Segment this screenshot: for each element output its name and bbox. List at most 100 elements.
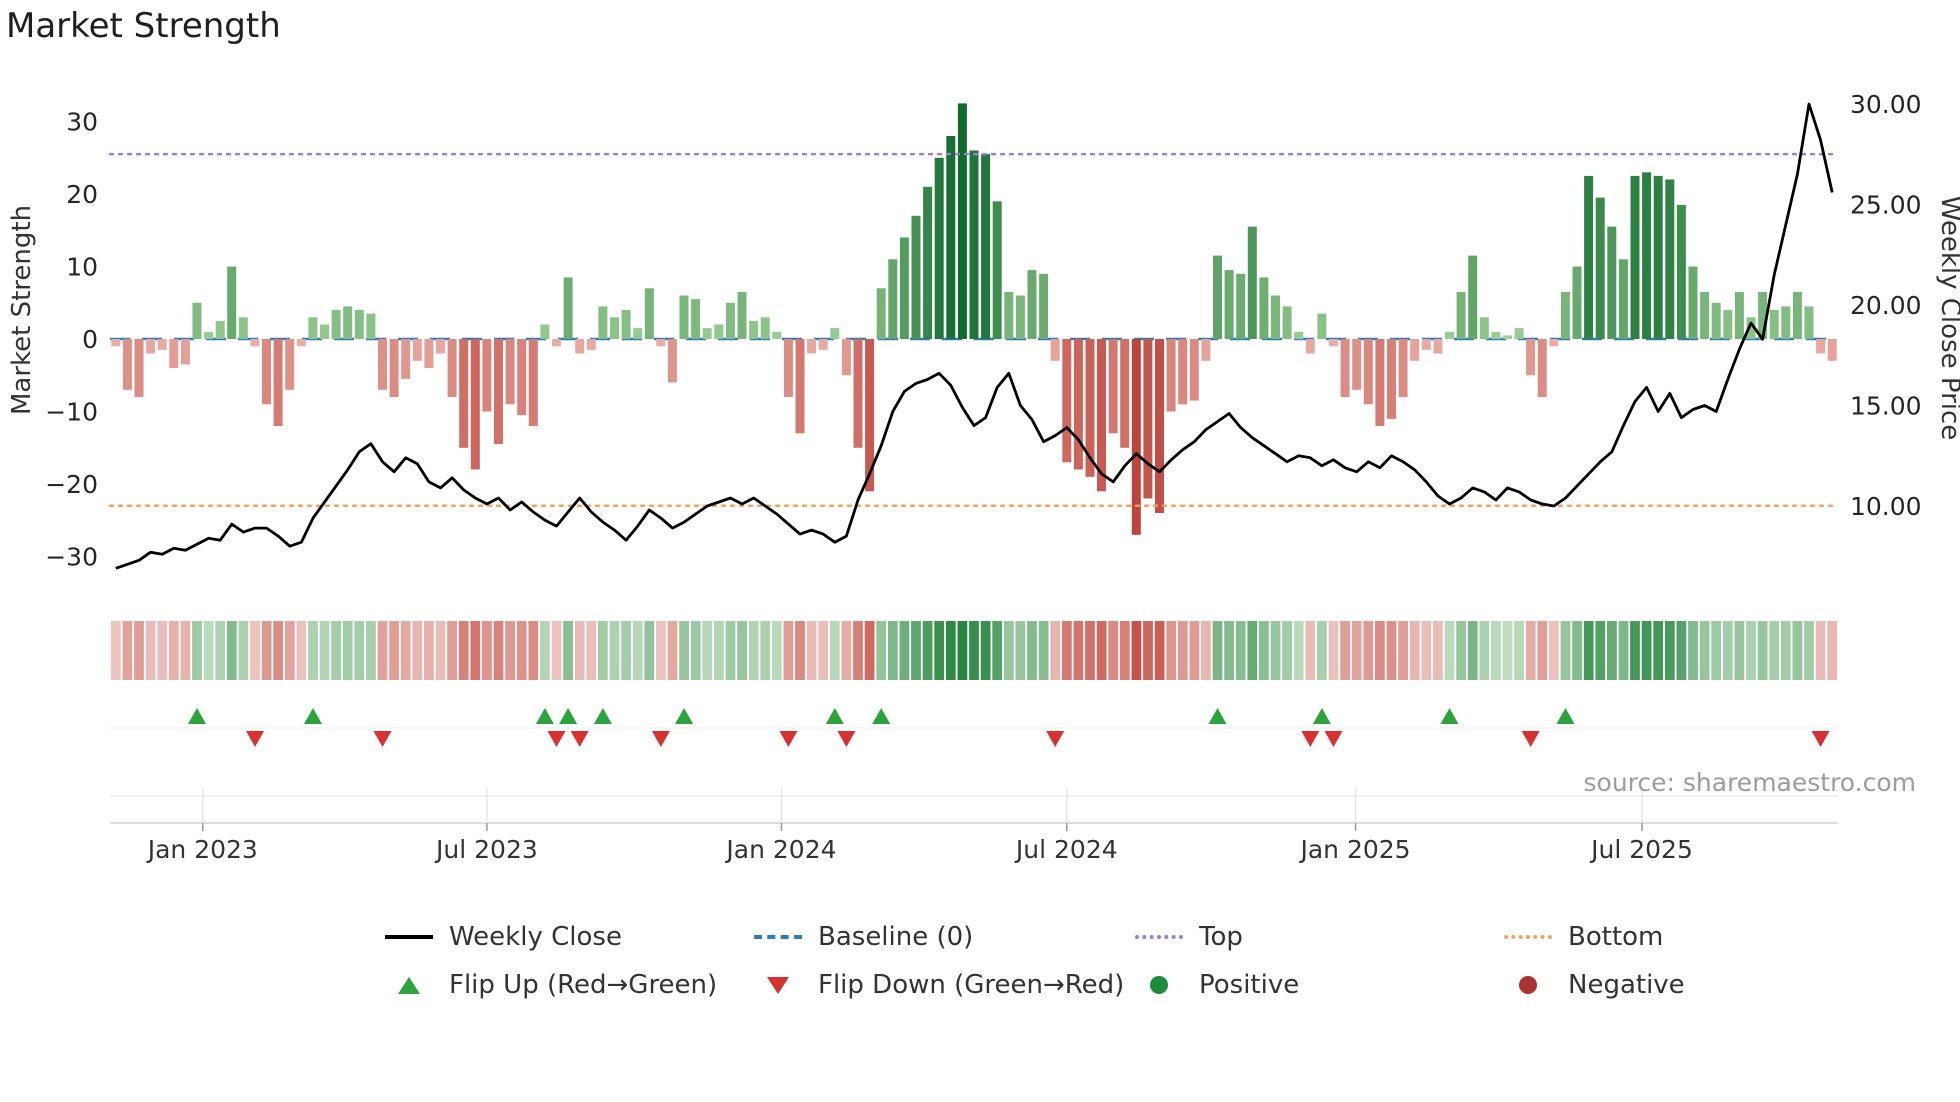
legend-label: Flip Up (Red→Green) (449, 970, 718, 1000)
bar (1479, 317, 1489, 340)
heatmap-cell (203, 621, 214, 680)
right-tick-label: 10.00 (1850, 492, 1922, 521)
left-tick-label: −30 (45, 543, 98, 572)
bar (447, 339, 457, 397)
bar (412, 339, 422, 361)
page-title: Market Strength (6, 6, 281, 46)
bar (1595, 197, 1605, 339)
heatmap-cell (1780, 621, 1791, 680)
heatmap-cell (516, 621, 527, 680)
heatmap-cell (899, 621, 910, 680)
bar (517, 339, 527, 416)
bar (644, 288, 654, 340)
flip-up-marker (825, 708, 844, 724)
bar (737, 291, 747, 339)
flip-down-marker (570, 731, 589, 747)
legend-item-weekly-close: Weekly Close (381, 916, 750, 958)
heatmap-cell (1607, 621, 1617, 680)
heatmap-cell (1351, 621, 1362, 680)
heatmap-cell (1050, 621, 1061, 680)
legend-item-positive: Positive (1131, 964, 1500, 1006)
heatmap-cell (1235, 621, 1246, 680)
right-tick-label: 15.00 (1850, 392, 1922, 421)
dotted-swatch-icon (1500, 935, 1556, 939)
bar (795, 339, 805, 434)
heatmap-cell (215, 621, 226, 680)
heatmap-cell (1525, 621, 1536, 680)
bar (1352, 339, 1362, 390)
bar (725, 302, 735, 340)
heatmap-cell (1096, 621, 1107, 680)
bar (1665, 179, 1675, 339)
heatmap-cell (1015, 621, 1026, 680)
flip-down-marker (651, 731, 670, 747)
heatmap-cell (1259, 621, 1269, 680)
axes: 30 20 10 0 −10 −20 −30 30.00 25.00 20.00 15.00 10.0… (7, 90, 1960, 572)
x-tick-label: Jan 2023 (146, 835, 258, 864)
heatmap-cell (806, 621, 817, 680)
bar (1630, 175, 1640, 339)
bar (146, 339, 156, 354)
bar (841, 339, 851, 376)
left-tick-label: 20 (66, 180, 98, 209)
heatmap-cell (609, 621, 620, 680)
bar (552, 339, 561, 347)
heatmap-cell (1177, 621, 1188, 680)
bar (1120, 339, 1130, 448)
bar (1213, 255, 1222, 339)
bar (1676, 204, 1686, 339)
heatmap-cell (1131, 621, 1142, 680)
flip-markers (110, 708, 1838, 747)
bar (1537, 339, 1547, 397)
bar (1468, 255, 1478, 339)
heatmap-cell (1375, 621, 1385, 680)
bar (760, 317, 770, 340)
bar (227, 266, 237, 339)
bar (1062, 339, 1072, 463)
bar (818, 339, 828, 350)
heatmap-cell (1722, 621, 1733, 680)
heatmap-cell (1734, 621, 1745, 680)
heatmap-cell (273, 621, 284, 680)
bar (1039, 273, 1049, 340)
heatmap-cell (505, 621, 515, 680)
heatmap-cell (1641, 621, 1652, 680)
x-tick-label: Jan 2024 (724, 835, 836, 864)
right-tick-label: 30.00 (1850, 90, 1922, 119)
bar (1549, 339, 1559, 347)
bar (563, 277, 573, 339)
bar (679, 295, 689, 339)
heatmap-cell (1108, 621, 1119, 680)
heatmap-cell (377, 621, 388, 680)
bar (1584, 175, 1594, 339)
bar (262, 339, 271, 405)
bar (1700, 291, 1710, 339)
left-tick-label: 0 (82, 325, 98, 354)
flip-down-marker (246, 731, 264, 747)
circle-swatch-icon (1131, 976, 1187, 994)
legend-item-flip-down-green-red: Flip Down (Green→Red) (750, 964, 1131, 1006)
heatmap-cell (1676, 621, 1687, 680)
heatmap-cell (737, 621, 747, 680)
bar (923, 186, 933, 340)
heatmap-cell (702, 621, 713, 680)
bar (389, 339, 399, 397)
heatmap-cell (1688, 621, 1698, 680)
heatmap-cell (134, 621, 144, 680)
bar (111, 339, 121, 347)
heatmap-cell (342, 621, 353, 680)
heatmap-cell (1618, 621, 1629, 680)
heatmap-cell (458, 621, 469, 680)
bar (1746, 317, 1756, 340)
market-strength-bars (111, 103, 1837, 535)
heatmap-cell (493, 621, 504, 680)
bar (1004, 291, 1014, 339)
heatmap-cell (1363, 621, 1374, 680)
heatmap-cell (841, 621, 852, 680)
bar (1445, 331, 1454, 340)
bar (911, 215, 921, 340)
bar (1108, 339, 1118, 434)
heatmap-cell (1027, 621, 1037, 680)
legend-item-top: Top (1131, 916, 1500, 958)
legend-label: Top (1199, 922, 1243, 952)
